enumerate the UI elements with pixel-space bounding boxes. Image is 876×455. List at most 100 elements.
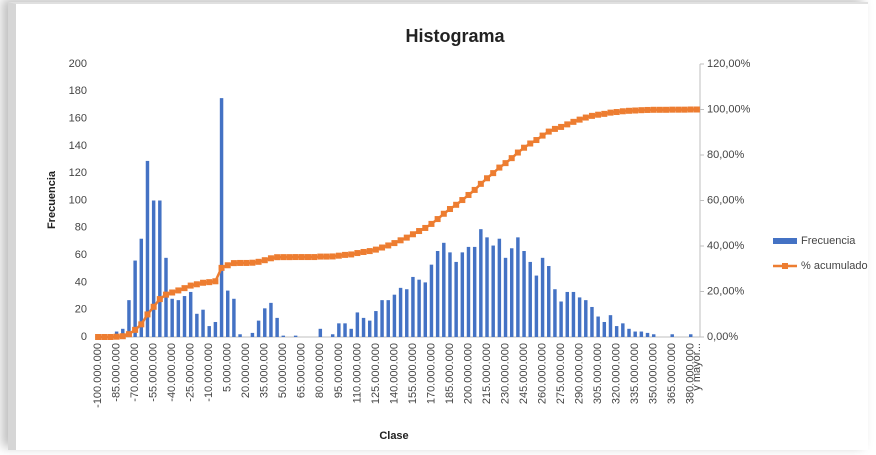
bar <box>219 98 224 337</box>
bar <box>182 296 187 337</box>
legend-label: % acumulado <box>801 260 868 272</box>
line-marker <box>545 128 552 135</box>
line-marker <box>675 106 682 113</box>
y-tick-label: 120 <box>69 167 87 179</box>
line-marker <box>261 257 268 264</box>
line-marker <box>527 140 534 147</box>
bar <box>559 301 563 337</box>
bar <box>454 261 458 337</box>
line-marker <box>397 237 404 244</box>
line-marker <box>144 311 151 318</box>
bar <box>479 229 483 337</box>
bar <box>534 275 539 337</box>
bar <box>127 300 131 337</box>
x-tick-label: 365.000.000 <box>666 343 678 404</box>
line-marker <box>576 116 583 123</box>
line-marker <box>280 254 287 261</box>
line-marker <box>138 321 145 328</box>
line-marker <box>508 155 515 162</box>
bar <box>435 251 440 337</box>
line-marker <box>533 137 540 144</box>
line-marker <box>613 109 620 116</box>
line-marker <box>175 287 182 294</box>
bar <box>528 261 532 337</box>
line-marker <box>132 326 139 333</box>
bar <box>503 257 508 337</box>
y-tick-label: 140 <box>69 140 87 152</box>
y-tick-label: 0 <box>81 331 87 343</box>
line-marker <box>237 259 244 266</box>
x-tick-label: -10.000.000 <box>203 343 215 402</box>
line-marker <box>95 334 102 340</box>
x-tick-label: 65.000.000 <box>296 343 308 398</box>
bar <box>547 266 551 337</box>
x-tick-label: 20.000.000 <box>240 343 252 398</box>
line-marker <box>416 228 423 235</box>
line-marker <box>446 206 453 213</box>
x-tick-label: 380.000.000 <box>685 343 697 404</box>
bar <box>337 323 341 337</box>
line-marker <box>162 291 169 298</box>
line-marker <box>286 254 293 261</box>
line-marker <box>570 118 577 125</box>
line-marker <box>687 106 694 113</box>
bar <box>145 160 150 337</box>
line-marker <box>329 253 336 260</box>
bar <box>405 289 409 337</box>
line-marker <box>693 106 700 113</box>
x-tick-label: -85.000.000 <box>111 343 123 402</box>
line-marker <box>169 289 176 296</box>
y2-tick-label: 20,00% <box>707 285 745 297</box>
bar <box>213 321 218 337</box>
bar <box>497 238 502 337</box>
line-marker <box>626 107 633 114</box>
y-tick-label: 160 <box>69 113 87 125</box>
bar <box>380 300 384 337</box>
bar <box>343 323 347 337</box>
x-tick-label: -70.000.000 <box>129 343 141 402</box>
bar <box>540 257 545 337</box>
bar <box>689 334 693 337</box>
bar <box>645 332 650 337</box>
line-marker <box>274 254 281 261</box>
y2-tick-label: 80,00% <box>707 149 745 161</box>
line-marker <box>249 259 256 266</box>
line-marker <box>335 252 342 259</box>
bar <box>188 291 193 337</box>
line-marker <box>459 197 466 204</box>
line-marker <box>539 132 546 139</box>
line-marker <box>663 106 670 113</box>
line-marker <box>298 254 305 261</box>
line-marker <box>366 248 373 255</box>
y-tick-label: 180 <box>69 85 87 97</box>
line-marker <box>181 285 188 292</box>
bar <box>460 252 465 337</box>
cumulative-line <box>98 108 697 339</box>
line-marker <box>484 175 491 182</box>
bar <box>442 242 446 337</box>
bar <box>281 335 286 337</box>
x-tick-label: 80.000.000 <box>314 343 326 398</box>
bar <box>633 331 637 337</box>
x-tick-label: -40.000.000 <box>166 343 178 402</box>
bar <box>355 312 360 337</box>
line-marker <box>632 107 639 114</box>
line-marker <box>644 106 651 113</box>
line-marker <box>354 250 361 257</box>
chart-frame <box>8 2 868 450</box>
line-marker <box>638 107 645 114</box>
line-marker <box>656 106 663 113</box>
y-tick-label: 100 <box>69 194 87 206</box>
x-tick-label: 215.000.000 <box>481 343 493 404</box>
line-marker <box>619 108 626 115</box>
line-marker <box>551 125 558 132</box>
x-tick-label: 260.000.000 <box>536 343 548 404</box>
bar <box>485 237 489 337</box>
line-marker <box>323 253 330 260</box>
y2-tick-label: 0,00% <box>707 331 738 343</box>
line-marker <box>440 210 447 217</box>
x-tick-label: 185.000.000 <box>444 343 456 404</box>
bar <box>571 291 576 337</box>
bar <box>121 328 125 337</box>
